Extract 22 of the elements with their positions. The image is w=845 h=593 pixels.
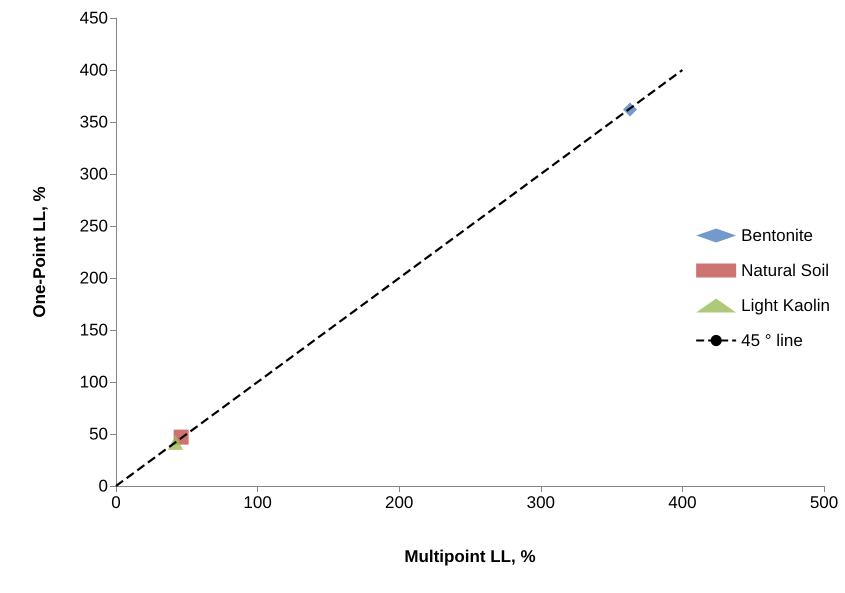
x-tick-label: 400 [668, 493, 697, 512]
y-tick-label: 350 [80, 112, 108, 132]
y-axis-title: One-Point LL, % [30, 186, 49, 318]
legend-label: Bentonite [741, 226, 813, 245]
x-tick-label: 300 [526, 493, 555, 512]
y-tick-label: 300 [80, 164, 108, 184]
y-tick-label: 200 [80, 268, 108, 288]
legend-label: 45 ° line [741, 331, 803, 350]
y-tick-label: 400 [80, 60, 108, 80]
legend-label: Light Kaolin [741, 296, 830, 315]
y-tick-label: 450 [80, 8, 108, 28]
y-tick-label: 250 [80, 216, 108, 236]
y-tick-label: 0 [98, 476, 108, 496]
x-tick-label: 500 [810, 493, 838, 512]
y-tick-label: 50 [89, 424, 108, 444]
x-tick-label: 100 [243, 493, 272, 512]
x-axis-title: Multipoint LL, % [404, 547, 536, 566]
legend-label: Natural Soil [741, 261, 830, 280]
y-tick-label: 100 [80, 372, 108, 392]
y-tick-label: 150 [80, 320, 108, 340]
x-tick-label: 0 [111, 493, 121, 512]
x-tick-label: 200 [385, 493, 414, 512]
